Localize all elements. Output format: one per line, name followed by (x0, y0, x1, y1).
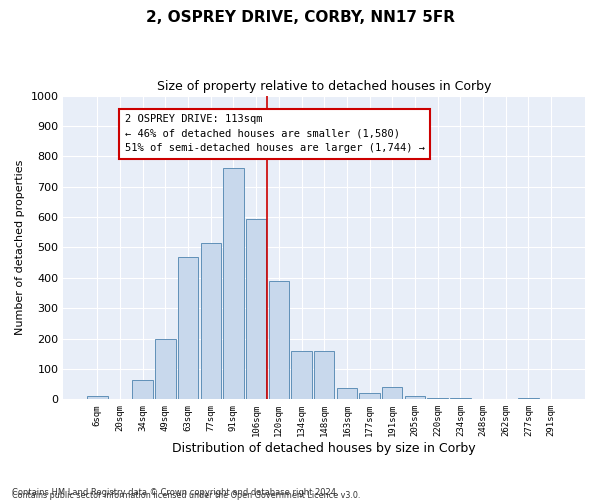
Bar (314, 350, 334, 400)
Bar (359, 392, 380, 400)
Bar (155, 338, 176, 400)
Bar (178, 256, 198, 400)
Bar (133, 380, 153, 400)
Text: 2, OSPREY DRIVE, CORBY, NN17 5FR: 2, OSPREY DRIVE, CORBY, NN17 5FR (146, 10, 455, 25)
Y-axis label: Number of detached properties: Number of detached properties (15, 160, 25, 335)
Bar (405, 396, 425, 400)
Bar (87, 396, 107, 400)
Bar (223, 168, 244, 400)
X-axis label: Distribution of detached houses by size in Corby: Distribution of detached houses by size … (172, 442, 476, 455)
Bar (427, 398, 448, 400)
Text: Contains public sector information licensed under the Open Government Licence v3: Contains public sector information licen… (12, 490, 361, 500)
Bar (246, 218, 266, 400)
Bar (337, 388, 357, 400)
Text: Contains HM Land Registry data © Crown copyright and database right 2024.: Contains HM Land Registry data © Crown c… (12, 488, 338, 497)
Bar (450, 398, 470, 400)
Bar (200, 243, 221, 400)
Bar (382, 386, 403, 400)
Title: Size of property relative to detached houses in Corby: Size of property relative to detached ho… (157, 80, 491, 93)
Text: 2 OSPREY DRIVE: 113sqm
← 46% of detached houses are smaller (1,580)
51% of semi-: 2 OSPREY DRIVE: 113sqm ← 46% of detached… (125, 114, 425, 154)
Bar (518, 398, 539, 400)
Bar (269, 281, 289, 400)
Bar (292, 350, 312, 400)
